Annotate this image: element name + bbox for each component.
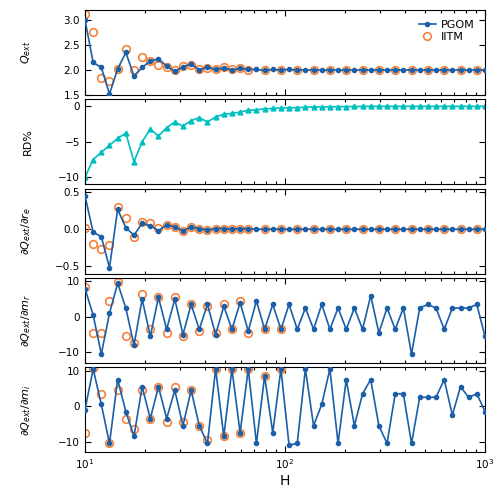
IITM xyxy=(212,67,218,73)
Y-axis label: $\partial Q_{ext}/\partial r_e$: $\partial Q_{ext}/\partial r_e$ xyxy=(19,207,33,255)
PGOM xyxy=(221,65,227,71)
IITM xyxy=(474,67,480,73)
PGOM xyxy=(212,67,218,73)
PGOM xyxy=(254,67,260,73)
PGOM xyxy=(318,67,324,73)
PGOM xyxy=(180,64,186,70)
IITM xyxy=(237,65,243,71)
PGOM xyxy=(384,67,390,73)
PGOM xyxy=(172,69,178,75)
PGOM xyxy=(82,17,88,23)
PGOM xyxy=(123,50,129,56)
IITM xyxy=(441,67,447,73)
IITM xyxy=(123,46,129,52)
PGOM xyxy=(106,91,112,97)
PGOM xyxy=(229,67,235,73)
PGOM xyxy=(310,67,316,73)
IITM xyxy=(360,67,366,73)
PGOM xyxy=(270,67,276,73)
IITM xyxy=(172,67,178,73)
PGOM xyxy=(148,58,154,64)
PGOM xyxy=(482,67,488,73)
IITM xyxy=(343,67,349,73)
IITM xyxy=(376,67,382,73)
PGOM xyxy=(400,67,406,73)
PGOM xyxy=(458,67,464,73)
PGOM xyxy=(188,61,194,67)
IITM xyxy=(408,67,414,73)
X-axis label: H: H xyxy=(280,474,290,488)
Y-axis label: $\partial Q_{ext}/\partial m_i$: $\partial Q_{ext}/\partial m_i$ xyxy=(19,384,33,435)
IITM xyxy=(294,67,300,73)
PGOM xyxy=(433,67,439,73)
IITM xyxy=(458,67,464,73)
PGOM xyxy=(278,67,284,73)
IITM xyxy=(114,66,120,72)
IITM xyxy=(90,29,96,35)
IITM xyxy=(156,62,162,68)
PGOM xyxy=(294,67,300,73)
PGOM xyxy=(262,68,268,74)
PGOM xyxy=(98,65,104,71)
IITM xyxy=(327,67,333,73)
PGOM xyxy=(90,60,96,66)
PGOM xyxy=(327,67,333,73)
IITM xyxy=(139,55,145,61)
IITM xyxy=(204,65,210,71)
IITM xyxy=(229,66,235,72)
PGOM xyxy=(196,67,202,73)
IITM xyxy=(98,76,104,82)
IITM xyxy=(425,67,431,73)
PGOM xyxy=(302,67,308,73)
IITM xyxy=(221,64,227,70)
Legend: PGOM, IITM: PGOM, IITM xyxy=(414,15,480,47)
IITM xyxy=(246,67,252,73)
PGOM xyxy=(368,67,374,73)
IITM xyxy=(188,63,194,69)
PGOM xyxy=(237,66,243,72)
IITM xyxy=(180,63,186,69)
PGOM xyxy=(352,67,358,73)
PGOM xyxy=(335,67,341,73)
IITM xyxy=(164,65,170,71)
PGOM xyxy=(466,67,471,73)
Y-axis label: RD%: RD% xyxy=(23,128,33,155)
IITM xyxy=(148,58,154,64)
PGOM xyxy=(246,67,252,73)
Y-axis label: $\partial Q_{ext}/\partial m_r$: $\partial Q_{ext}/\partial m_r$ xyxy=(19,294,33,347)
PGOM xyxy=(360,67,366,73)
PGOM xyxy=(425,67,431,73)
PGOM xyxy=(204,64,210,70)
IITM xyxy=(278,67,284,73)
PGOM xyxy=(441,67,447,73)
PGOM xyxy=(139,65,145,71)
Line: IITM: IITM xyxy=(81,10,480,85)
PGOM xyxy=(156,56,162,62)
IITM xyxy=(82,11,88,17)
PGOM xyxy=(450,67,456,73)
PGOM xyxy=(114,66,120,72)
IITM xyxy=(106,78,112,84)
PGOM xyxy=(416,67,422,73)
Line: PGOM: PGOM xyxy=(83,18,487,96)
IITM xyxy=(262,68,268,74)
PGOM xyxy=(286,67,292,73)
PGOM xyxy=(131,73,137,79)
PGOM xyxy=(474,67,480,73)
Y-axis label: $Q_{ext}$: $Q_{ext}$ xyxy=(19,41,33,64)
IITM xyxy=(392,67,398,73)
PGOM xyxy=(343,67,349,73)
IITM xyxy=(131,67,137,73)
PGOM xyxy=(376,67,382,73)
IITM xyxy=(310,67,316,73)
IITM xyxy=(196,66,202,72)
PGOM xyxy=(408,67,414,73)
PGOM xyxy=(392,67,398,73)
PGOM xyxy=(164,63,170,69)
